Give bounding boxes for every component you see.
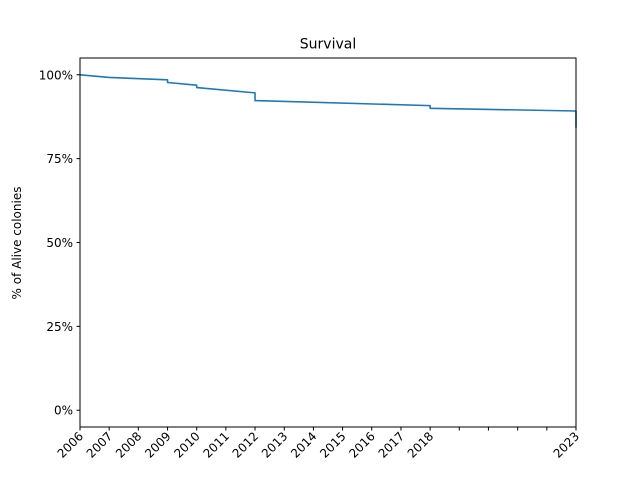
survival-line [79, 73, 577, 128]
y-tick-label: 100% [39, 68, 73, 82]
plot-frame [79, 57, 577, 428]
series-layer [79, 73, 577, 128]
y-tick-label: 25% [46, 320, 73, 334]
y-axis-label: % of Alive colonies [10, 187, 24, 300]
y-tick-label: 75% [46, 152, 73, 166]
y-tick-label: 50% [46, 236, 73, 250]
y-tick-label: 0% [54, 404, 73, 418]
y-axis-ticks: 0% 25% 50% 75% 100% [39, 68, 80, 418]
chart-title: Survival [300, 37, 356, 53]
